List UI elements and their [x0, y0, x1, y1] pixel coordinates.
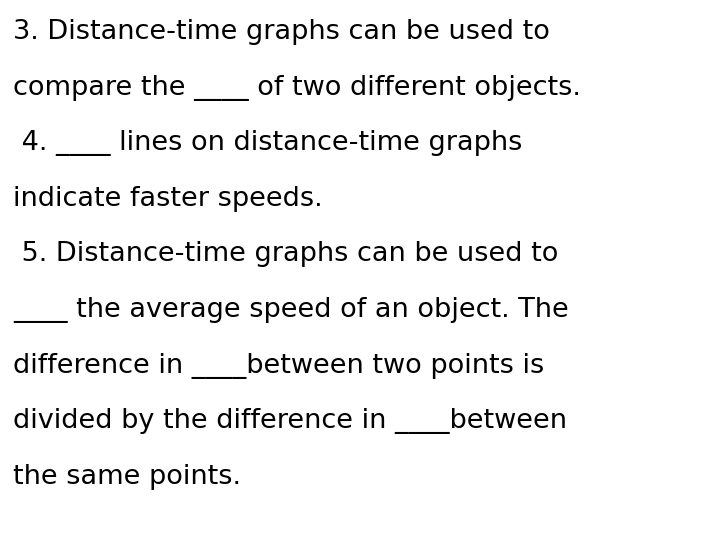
Text: compare the ____ of two different objects.: compare the ____ of two different object…	[13, 75, 581, 100]
Text: divided by the difference in ____between: divided by the difference in ____between	[13, 408, 567, 434]
Text: 5. Distance-time graphs can be used to: 5. Distance-time graphs can be used to	[13, 241, 558, 267]
Text: 4. ____ lines on distance-time graphs: 4. ____ lines on distance-time graphs	[13, 130, 522, 156]
Text: indicate faster speeds.: indicate faster speeds.	[13, 186, 323, 212]
Text: ____ the average speed of an object. The: ____ the average speed of an object. The	[13, 297, 569, 323]
Text: 3. Distance-time graphs can be used to: 3. Distance-time graphs can be used to	[13, 19, 550, 45]
Text: difference in ____between two points is: difference in ____between two points is	[13, 353, 544, 379]
Text: the same points.: the same points.	[13, 464, 241, 490]
